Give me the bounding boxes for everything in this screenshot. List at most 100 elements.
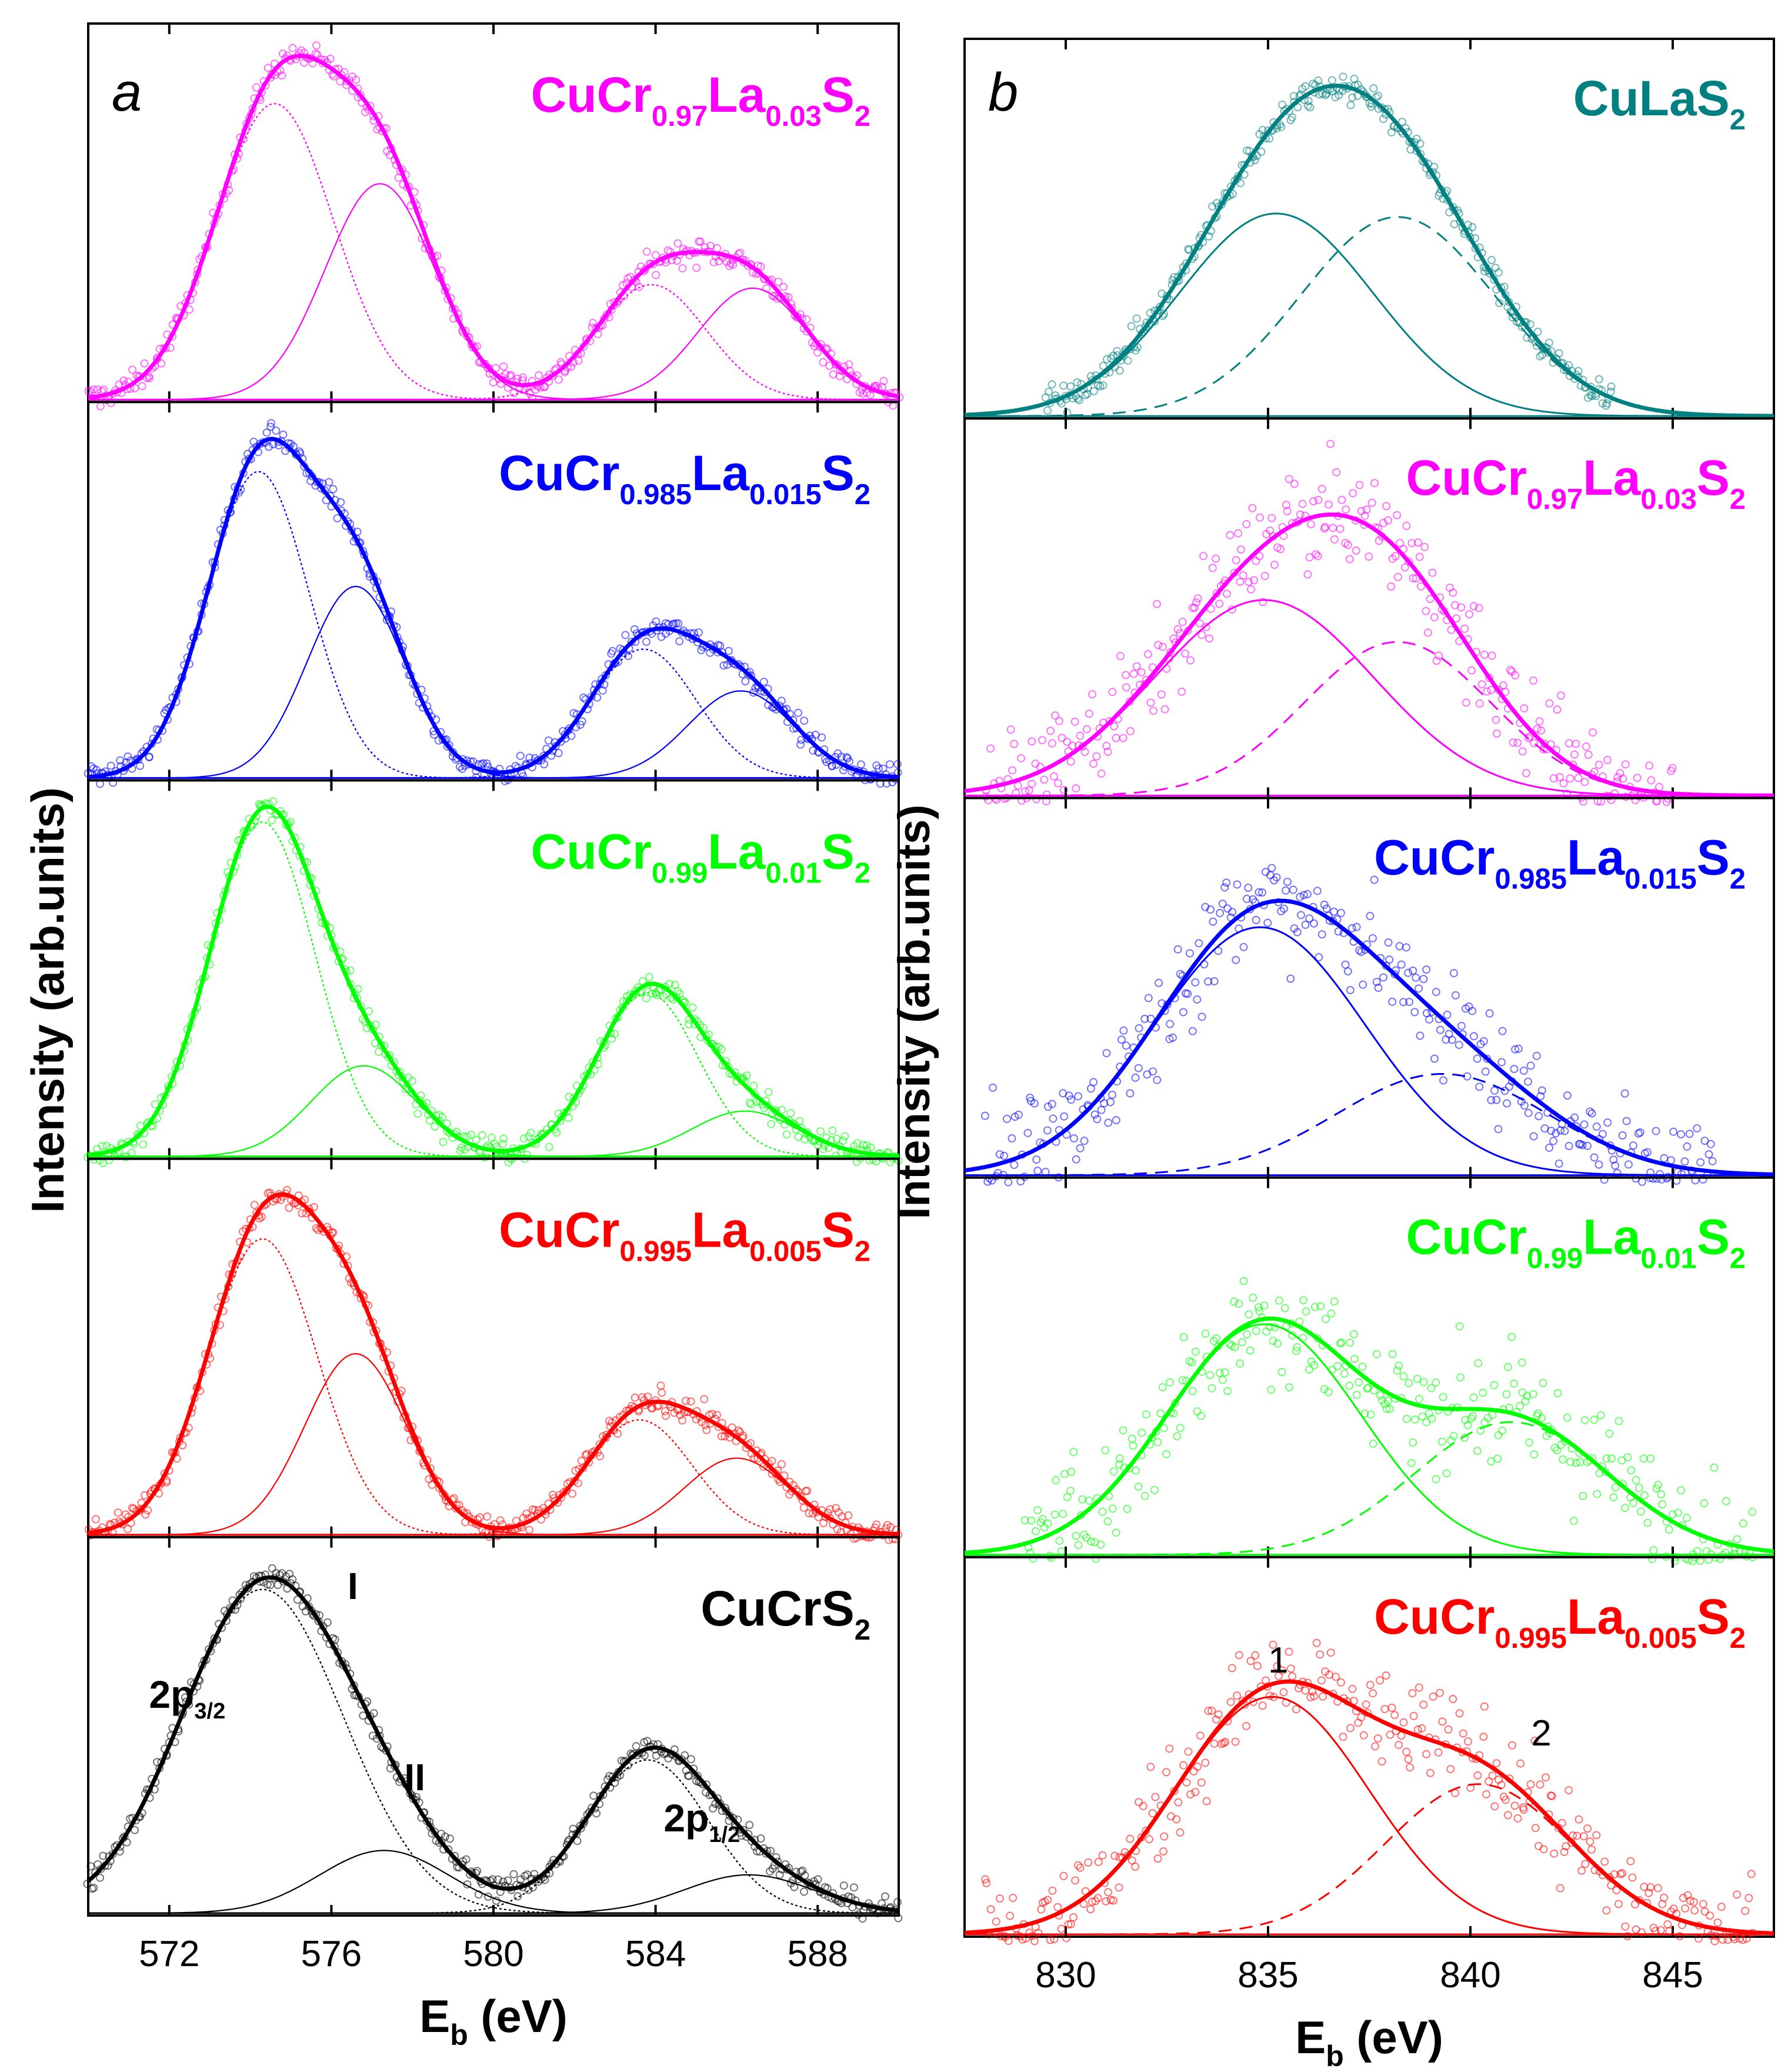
data-point [257,1212,266,1221]
data-point [1226,1698,1235,1707]
data-point [717,1045,726,1054]
data-point [1590,1153,1599,1162]
data-point [645,972,653,981]
sample-label: CuCr0.97La0.03S2 [531,67,870,132]
data-point [1606,387,1615,396]
data-point [1490,1802,1499,1811]
data-point [1629,1498,1637,1507]
data-point [848,1903,857,1912]
data-point [1362,1700,1370,1709]
data-point [1461,1415,1470,1424]
data-point [1050,711,1059,720]
data-point [1345,1381,1354,1390]
data-point [1032,1155,1041,1164]
data-point [439,1138,448,1147]
data-point [299,58,308,67]
data-point [1108,688,1117,697]
data-point [1301,82,1310,91]
data-point [1142,1410,1150,1419]
data-point [1052,1476,1060,1485]
data-point [1359,980,1367,989]
data-point [1644,1888,1653,1897]
data-point [1317,930,1326,939]
data-point [1681,1904,1690,1913]
data-point [1682,1514,1691,1523]
data-point [1103,355,1112,364]
peak-label-II: II [404,1756,425,1798]
data-point [1162,1768,1170,1777]
data-point [1009,1894,1018,1903]
data-point [1516,1759,1525,1768]
data-point [1043,1102,1052,1111]
data-point [642,637,651,646]
data-point [1104,1888,1113,1897]
data-point [1173,945,1182,954]
data-point [1487,651,1496,660]
data-point [1583,394,1592,402]
data-point [1524,1077,1533,1086]
data-point [1492,1759,1501,1768]
data-point [323,1618,332,1627]
data-point [1305,914,1314,923]
data-point [642,247,651,256]
data-point [1475,604,1483,612]
data-point [1457,603,1466,612]
data-point [1480,651,1489,659]
data-point [1063,408,1072,417]
data-point [1366,1681,1375,1690]
data-point [713,1411,722,1420]
data-point [1683,1142,1692,1151]
data-point [1658,1500,1667,1509]
data-point [139,1140,148,1149]
data-point [1206,905,1215,914]
data-point [488,1875,497,1884]
data-point [1191,978,1200,987]
data-point [1246,1346,1255,1355]
data-point [1003,1114,1012,1123]
data-point [749,1081,758,1090]
data-point [1462,698,1470,707]
data-point [673,239,682,248]
data-point [1405,557,1413,566]
data-point [1545,1143,1554,1152]
data-point [1314,495,1323,504]
data-point [1098,1507,1107,1516]
data-point [1449,1695,1457,1703]
data-point [1201,1330,1210,1338]
data-point [1545,338,1553,347]
data-point [1090,1110,1099,1119]
data-point [1215,599,1224,608]
data-point [1307,520,1316,529]
data-point [1112,734,1120,742]
data-point [1487,1095,1496,1104]
data-point [1404,1755,1413,1764]
data-point [1252,1327,1260,1335]
data-point [1023,1128,1032,1137]
data-point [340,68,349,76]
data-point [1173,1432,1182,1441]
data-point [1533,725,1542,734]
data-point [1326,1648,1335,1657]
data-point [1399,1718,1408,1727]
data-point [1250,156,1259,165]
data-point [1033,1506,1042,1515]
data-point [1251,1651,1260,1660]
data-point [777,1460,786,1468]
data-point [1249,1293,1257,1302]
data-point [478,1131,486,1140]
data-point [1679,1894,1687,1903]
data-point [1533,328,1542,337]
data-point [1590,1415,1599,1424]
data-point [1594,760,1603,769]
data-point [1206,1371,1215,1380]
data-point [1236,1359,1245,1368]
data-point [1468,223,1477,232]
data-point [141,1491,149,1500]
fit-envelope [964,1679,1774,1936]
spectrum-panel: CuCr0.97La0.03S2 [963,417,1775,807]
data-point [1031,1527,1040,1535]
data-point [1739,1936,1747,1944]
data-point [1607,382,1616,391]
data-point [98,1142,106,1151]
component-curve-dashed [88,103,899,401]
